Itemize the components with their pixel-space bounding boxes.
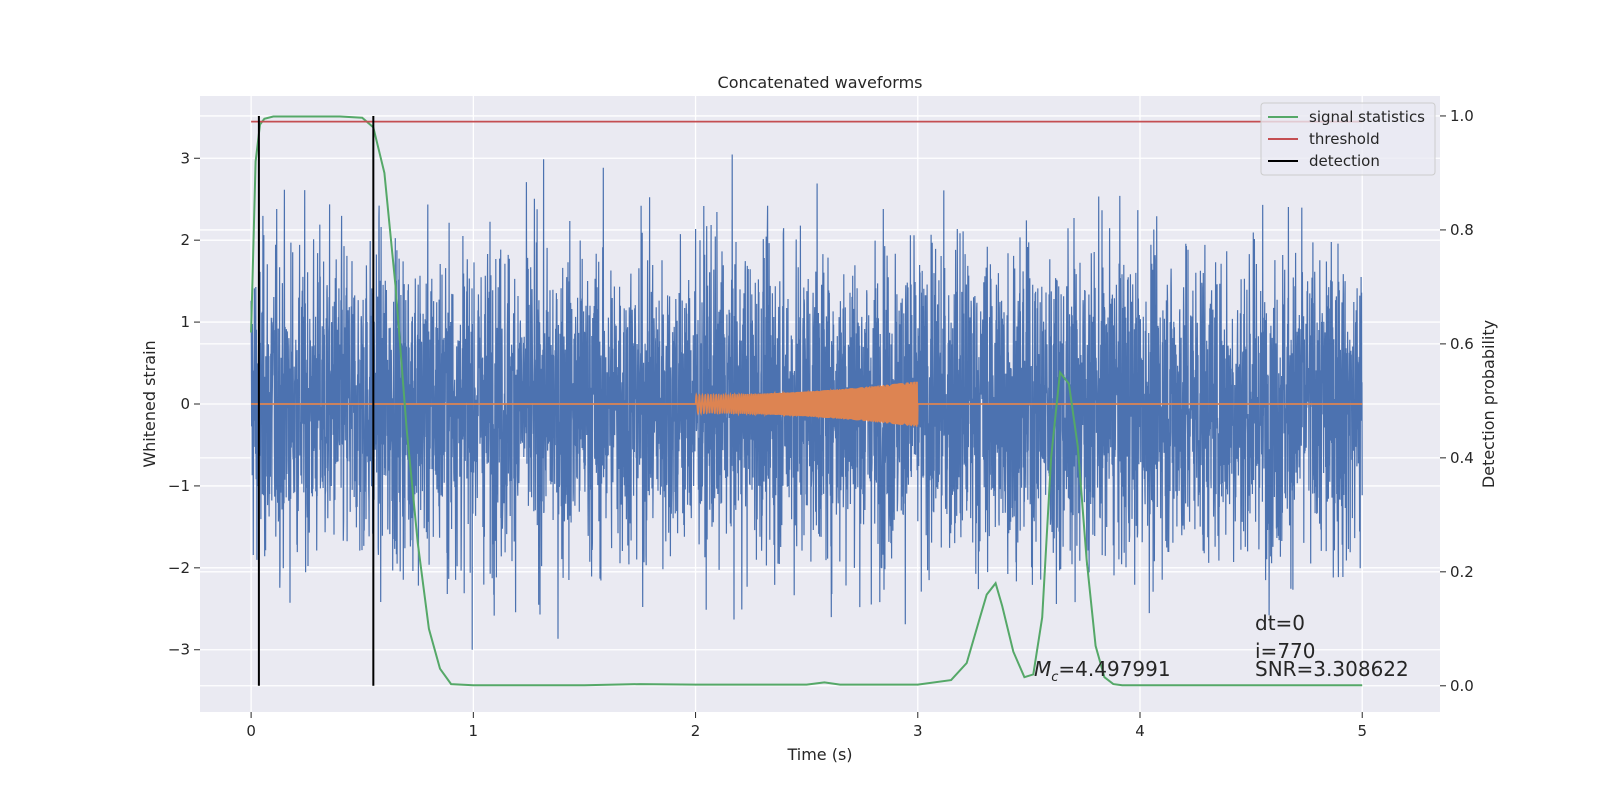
right-y-tick-label: 0.4 [1450,449,1474,467]
x-tick-label: 0 [246,722,256,740]
right-y-tick-label: 0.0 [1450,677,1474,695]
legend-label-detection: detection [1309,152,1380,170]
x-tick-label: 3 [913,722,923,740]
left-y-tick-label: 2 [180,231,190,249]
mc-annotation: Mc=4.497991 [1034,657,1171,685]
x-tick-label: 5 [1357,722,1367,740]
legend: signal statistics threshold detection [1260,102,1436,176]
legend-label-signal-statistics: signal statistics [1309,108,1425,126]
signal-statistics-line [250,115,1363,687]
x-tick-label: 1 [469,722,479,740]
series-layer [250,115,1363,687]
legend-box [1260,102,1436,176]
i-annotation: i=770 [1255,639,1316,663]
left-y-tick-label: −3 [168,641,190,659]
right-y-tick-label: 0.2 [1450,563,1474,581]
legend-label-threshold: threshold [1309,130,1380,148]
left-y-axis-label: Whitened strain [140,340,159,467]
strain-noise-line [250,154,1363,650]
injection-waveform-line [694,381,919,427]
left-y-tick-label: 3 [180,149,190,167]
left-y-tick-label: 0 [180,395,190,413]
right-y-tick-label: 0.8 [1450,221,1474,239]
dt-annotation: dt=0 [1255,611,1305,635]
ticks-layer: 0 1 2 3 4 5 −3 −2 −1 0 1 2 3 0.0 0.2 0.4 0.6 0.8 1.0 [168,107,1474,740]
left-y-tick-label: −2 [168,559,190,577]
snr-annotation: SNR=3.308622 [1255,657,1409,681]
left-y-tick-label: −1 [168,477,190,495]
right-y-tick-label: 0.6 [1450,335,1474,353]
right-y-tick-label: 1.0 [1450,107,1474,125]
left-y-tick-label: 1 [180,313,190,331]
x-axis-label: Time (s) [786,745,852,764]
right-y-axis-label: Detection probability [1479,320,1498,488]
x-tick-label: 4 [1135,722,1145,740]
x-tick-label: 2 [691,722,701,740]
chart-title: Concatenated waveforms [718,73,923,92]
